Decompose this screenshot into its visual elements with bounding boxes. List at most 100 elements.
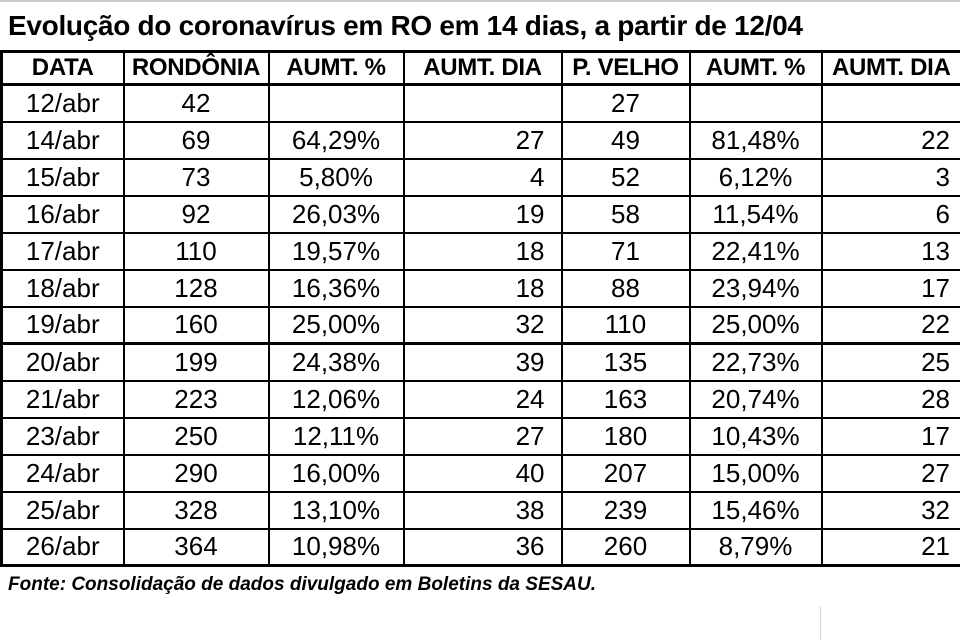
table-row: 16/abr 92 26,03% 19 58 11,54% 6 — [0, 194, 960, 234]
table-row: 17/abr 110 19,57% 18 71 22,41% 13 — [0, 231, 960, 271]
table-cell: 40 — [402, 453, 563, 493]
table-cell: 17/abr — [0, 231, 125, 271]
column-header-rondonia: RONDÔNIA — [122, 50, 270, 86]
source-note: Fonte: Consolidação de dados divulgado e… — [8, 574, 597, 595]
table-cell: 15,46% — [688, 490, 823, 530]
column-header-data: DATA — [0, 50, 125, 86]
page-title: Evolução do coronavírus em RO em 14 dias… — [8, 10, 803, 41]
table-cell: 58 — [560, 194, 691, 234]
table-cell: 110 — [560, 305, 691, 345]
table-cell: 38 — [402, 490, 563, 530]
table-cell: 16,00% — [267, 453, 405, 493]
table-cell: 42 — [122, 83, 270, 123]
table-cell: 28 — [820, 379, 960, 419]
column-header-pvelho: P. VELHO — [560, 50, 691, 86]
table-cell: 69 — [122, 120, 270, 160]
table-cell: 16,36% — [267, 268, 405, 308]
table-cell: 11,54% — [688, 194, 823, 234]
table-cell: 17 — [820, 416, 960, 456]
table-cell: 27 — [820, 453, 960, 493]
table-cell: 199 — [122, 342, 270, 382]
table-cell: 25 — [820, 342, 960, 382]
table-cell: 26,03% — [267, 194, 405, 234]
table-cell: 22 — [820, 120, 960, 160]
table-row: 20/abr 199 24,38% 39 135 22,73% 25 — [0, 342, 960, 382]
table-cell: 18 — [402, 268, 563, 308]
table-cell: 27 — [402, 416, 563, 456]
table-cell: 32 — [402, 305, 563, 345]
table-cell: 13 — [820, 231, 960, 271]
column-header-aumt-dia-ro: AUMT. DIA — [402, 50, 563, 86]
table-cell: 4 — [402, 157, 563, 197]
table-cell: 22,73% — [688, 342, 823, 382]
table-cell: 25,00% — [688, 305, 823, 345]
table-cell: 39 — [402, 342, 563, 382]
table-cell: 6,12% — [688, 157, 823, 197]
table-cell — [402, 83, 563, 123]
table-cell: 81,48% — [688, 120, 823, 160]
table-cell: 16/abr — [0, 194, 125, 234]
column-header-aumt-pct-ro: AUMT. % — [267, 50, 405, 86]
table-cell: 24/abr — [0, 453, 125, 493]
table-cell: 21/abr — [0, 379, 125, 419]
table-cell: 23,94% — [688, 268, 823, 308]
table-cell: 5,80% — [267, 157, 405, 197]
table-cell: 19,57% — [267, 231, 405, 271]
table-cell: 22 — [820, 305, 960, 345]
table-cell: 260 — [560, 527, 691, 567]
table-cell: 328 — [122, 490, 270, 530]
table-cell: 207 — [560, 453, 691, 493]
table-cell: 32 — [820, 490, 960, 530]
table-row: 15/abr 73 5,80% 4 52 6,12% 3 — [0, 157, 960, 197]
table-cell: 160 — [122, 305, 270, 345]
table-row: 18/abr 128 16,36% 18 88 23,94% 17 — [0, 268, 960, 308]
table-cell: 19 — [402, 194, 563, 234]
table-row: 23/abr 250 12,11% 27 180 10,43% 17 — [0, 416, 960, 456]
table-row: 12/abr 42 27 — [0, 83, 960, 123]
table-cell: 27 — [402, 120, 563, 160]
table-cell: 20/abr — [0, 342, 125, 382]
table-cell: 128 — [122, 268, 270, 308]
covid-evolution-table: DATA RONDÔNIA AUMT. % AUMT. DIA P. VELHO… — [0, 50, 960, 567]
table-cell: 21 — [820, 527, 960, 567]
header-row: DATA RONDÔNIA AUMT. % AUMT. DIA P. VELHO… — [0, 50, 960, 86]
table-cell: 20,74% — [688, 379, 823, 419]
table-cell: 26/abr — [0, 527, 125, 567]
table-cell: 223 — [122, 379, 270, 419]
table-cell: 12,11% — [267, 416, 405, 456]
table-cell: 8,79% — [688, 527, 823, 567]
table-cell — [820, 83, 960, 123]
table-row: 24/abr 290 16,00% 40 207 15,00% 27 — [0, 453, 960, 493]
table-cell: 22,41% — [688, 231, 823, 271]
table-cell: 6 — [820, 194, 960, 234]
table-row: 21/abr 223 12,06% 24 163 20,74% 28 — [0, 379, 960, 419]
table-cell: 180 — [560, 416, 691, 456]
table-cell — [688, 83, 823, 123]
table-cell: 3 — [820, 157, 960, 197]
table-cell: 64,29% — [267, 120, 405, 160]
table-cell: 12/abr — [0, 83, 125, 123]
table-cell: 135 — [560, 342, 691, 382]
table-cell: 73 — [122, 157, 270, 197]
table-cell: 24 — [402, 379, 563, 419]
table-row: 25/abr 328 13,10% 38 239 15,46% 32 — [0, 490, 960, 530]
table-cell — [267, 83, 405, 123]
column-header-aumt-dia-pv: AUMT. DIA — [820, 50, 960, 86]
table-cell: 364 — [122, 527, 270, 567]
footer-gridline — [820, 606, 821, 640]
table-row: 26/abr 364 10,98% 36 260 8,79% 21 — [0, 527, 960, 567]
column-header-aumt-pct-pv: AUMT. % — [688, 50, 823, 86]
table-cell: 15/abr — [0, 157, 125, 197]
table-cell: 52 — [560, 157, 691, 197]
table-cell: 49 — [560, 120, 691, 160]
table-cell: 19/abr — [0, 305, 125, 345]
table-cell: 24,38% — [267, 342, 405, 382]
table-row: 19/abr 160 25,00% 32 110 25,00% 22 — [0, 305, 960, 345]
table-cell: 27 — [560, 83, 691, 123]
table-cell: 36 — [402, 527, 563, 567]
table-cell: 12,06% — [267, 379, 405, 419]
table-cell: 250 — [122, 416, 270, 456]
table-cell: 92 — [122, 194, 270, 234]
table-body: 12/abr 42 27 14/abr 69 64,29% 27 49 81,48% 22 15/a… — [0, 83, 960, 567]
